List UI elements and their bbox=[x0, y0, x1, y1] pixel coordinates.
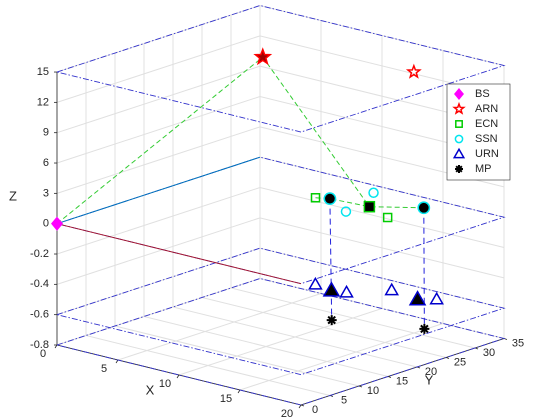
link bbox=[315, 197, 424, 209]
x-tick bbox=[237, 389, 241, 394]
grid-line bbox=[56, 65, 505, 134]
marker bbox=[308, 276, 323, 290]
grid-line bbox=[56, 5, 261, 346]
marker bbox=[340, 206, 352, 217]
legend: BS ARN ECN SSN URN MP bbox=[446, 83, 511, 181]
marker bbox=[363, 200, 376, 213]
grid-line bbox=[56, 277, 505, 346]
grid-line bbox=[172, 34, 418, 368]
marker bbox=[368, 187, 379, 198]
y-tick-label: 25 bbox=[454, 356, 466, 368]
grid-line bbox=[117, 20, 322, 361]
marker bbox=[339, 284, 354, 298]
marker bbox=[405, 63, 422, 79]
legend-label: ARN bbox=[475, 103, 498, 115]
z-tick-label: 9 bbox=[43, 127, 49, 139]
z-tick-label: 15 bbox=[37, 66, 49, 78]
x-tick bbox=[115, 359, 119, 364]
grid-line bbox=[201, 24, 447, 358]
link bbox=[423, 207, 425, 329]
grid-line bbox=[230, 15, 476, 349]
marker bbox=[455, 120, 463, 128]
y-tick bbox=[445, 357, 450, 359]
z-tick-label: 3 bbox=[43, 187, 49, 199]
grid-line bbox=[56, 186, 505, 255]
marker bbox=[454, 88, 464, 100]
z-tick-label: 6 bbox=[43, 157, 49, 169]
y-axis-label: Y bbox=[425, 372, 434, 387]
x-tick bbox=[176, 374, 180, 379]
z-tick-label: -0.8 bbox=[30, 339, 49, 351]
y-tick-label: 15 bbox=[396, 375, 408, 387]
marker bbox=[452, 101, 466, 115]
marker bbox=[384, 282, 399, 296]
legend-label: SSN bbox=[475, 133, 498, 145]
x-tick-label: 15 bbox=[220, 393, 232, 405]
grid-line bbox=[56, 156, 505, 225]
z-tick-label: -0.2 bbox=[30, 248, 49, 260]
legend-label: URN bbox=[475, 148, 499, 160]
legend-label: ECN bbox=[475, 118, 498, 130]
grid-line bbox=[56, 96, 505, 164]
x-tick bbox=[54, 344, 58, 349]
x-tick-label: 0 bbox=[40, 348, 46, 360]
x-tick bbox=[298, 404, 302, 409]
y-tick bbox=[300, 404, 305, 407]
link bbox=[56, 56, 370, 225]
x-tick-label: 20 bbox=[281, 408, 293, 419]
marker bbox=[452, 147, 466, 159]
grid-line bbox=[143, 43, 389, 377]
plane bbox=[55, 5, 506, 133]
grid-line bbox=[56, 5, 505, 73]
marker bbox=[382, 212, 393, 223]
marker bbox=[455, 165, 463, 173]
y-tick-label: 10 bbox=[367, 385, 379, 397]
y-tick-label: 35 bbox=[512, 337, 524, 349]
x-tick-label: 10 bbox=[159, 378, 171, 390]
z-tick-label: 12 bbox=[37, 96, 49, 108]
plane bbox=[55, 247, 506, 376]
legend-box bbox=[446, 83, 511, 181]
legend-label: BS bbox=[475, 88, 490, 100]
z-tick-label: 0 bbox=[43, 218, 49, 230]
marker bbox=[253, 47, 273, 66]
marker bbox=[51, 216, 63, 231]
y-tick bbox=[358, 385, 363, 388]
grid-line bbox=[56, 126, 505, 194]
marker bbox=[419, 323, 430, 334]
grid-line bbox=[178, 35, 383, 376]
legend-label: MP bbox=[475, 163, 492, 175]
grid-line bbox=[56, 247, 505, 316]
marker bbox=[417, 201, 431, 215]
x-tick-label: 5 bbox=[101, 363, 107, 375]
marker bbox=[310, 193, 321, 203]
grid-line bbox=[85, 62, 331, 396]
y-tick-label: 5 bbox=[341, 394, 347, 406]
y-tick-label: 30 bbox=[483, 347, 495, 359]
axis-line-x bbox=[56, 223, 302, 285]
z-tick-label: -0.6 bbox=[30, 309, 49, 321]
y-tick-label: 20 bbox=[425, 366, 437, 378]
plane bbox=[55, 278, 506, 406]
marker bbox=[326, 315, 337, 326]
grid-line bbox=[56, 72, 302, 406]
z-axis-label: Z bbox=[9, 188, 17, 203]
axis-line-y bbox=[56, 156, 261, 225]
marker bbox=[454, 134, 464, 144]
link bbox=[329, 198, 333, 321]
marker bbox=[323, 192, 337, 206]
marker bbox=[408, 290, 427, 306]
grid-line bbox=[56, 35, 505, 103]
grid-line bbox=[114, 53, 360, 387]
z-tick-label: -0.4 bbox=[30, 278, 49, 290]
grid-line bbox=[56, 217, 505, 285]
marker bbox=[322, 281, 341, 297]
y-tick-label: 0 bbox=[312, 404, 318, 416]
plane bbox=[55, 156, 506, 285]
marker bbox=[429, 291, 444, 305]
x-axis-label: X bbox=[146, 382, 155, 397]
